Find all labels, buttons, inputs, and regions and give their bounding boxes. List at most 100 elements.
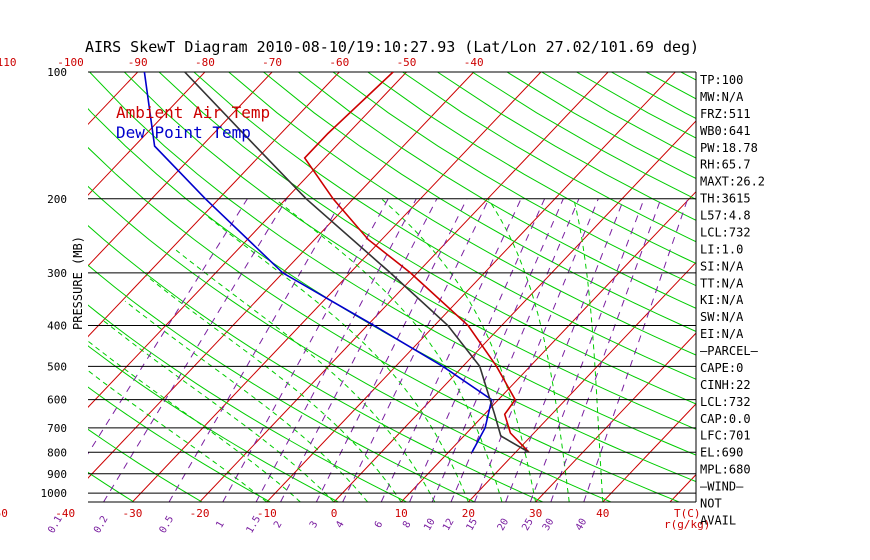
isobar-lines <box>88 71 697 503</box>
dry-adiabat-line <box>88 386 271 502</box>
bottom-temp-tick-label: 0 <box>331 507 338 520</box>
pressure-tick-label: 100 <box>47 66 67 79</box>
moist-adiabat-line <box>274 198 503 502</box>
moist-adiabat-line <box>206 215 469 502</box>
dry-adiabat-line <box>263 72 696 333</box>
dry-adiabat-line <box>88 428 203 502</box>
mixing-ratio-line <box>280 198 438 502</box>
isotherm-line <box>0 72 71 502</box>
bottom-temp-tick-labels: -50 -40 -30 -20 -10 0 10 20 30 40 <box>0 507 609 520</box>
bottom-temp-tick-label: -40 <box>55 507 75 520</box>
mixing-ratio-tick-label: 1 <box>214 519 227 530</box>
dry-adiabat-line <box>123 72 696 430</box>
isotherm-line <box>737 72 870 502</box>
dry-adiabat-line <box>88 304 407 502</box>
isotherm-line <box>199 72 609 502</box>
pressure-tick-label: 800 <box>47 446 67 459</box>
moist-adiabat-line <box>124 300 368 502</box>
series-dew-point-temp-line <box>143 72 493 453</box>
moist-adiabat-line <box>487 198 570 502</box>
mixing-ratio-tick-label: 8 <box>401 519 414 530</box>
dry-adiabat-line <box>88 264 475 502</box>
index-list: TP:100 MW:N/A FRZ:511 WB0:641 PW:18.78 RH:65.… <box>700 73 765 527</box>
mixing-ratio-tick-label: 30 <box>541 517 557 533</box>
bottom-temp-tick-label: 30 <box>529 507 542 520</box>
mixing-ratio-tick-label: 20 <box>496 517 512 533</box>
y-axis-label: PRESSURE (MB) <box>71 236 85 330</box>
dry-adiabat-line <box>89 72 696 456</box>
pressure-tick-label: 900 <box>47 468 67 481</box>
dry-adiabat-line <box>193 72 696 380</box>
top-temp-tick-label: -40 <box>464 56 484 69</box>
dry-adiabat-line <box>785 72 870 502</box>
bottom-temp-tick-label: 40 <box>596 507 609 520</box>
isotherm-line <box>88 72 206 196</box>
pressure-tick-label: 200 <box>47 193 67 206</box>
dry-adiabat-line <box>88 345 339 502</box>
index-list-item: SW:N/A <box>700 310 744 324</box>
mixing-ratio-tick-labels: 0.1 0.2 0.5 1 1.5 2 3 4 6 8 10 12 15 20 25 30 40 <box>46 514 589 535</box>
top-temp-tick-labels: -120-110-100-90-80-70-60-50-40 <box>0 56 484 69</box>
isotherm-line <box>535 332 696 502</box>
mixing-ratio-tick-label: 3 <box>308 519 321 530</box>
bottom-temp-tick-label: -50 <box>0 507 8 520</box>
mixing-ratio-tick-label: 6 <box>373 519 386 530</box>
mixing-ratio-line <box>342 198 490 502</box>
grid-lines <box>0 72 870 502</box>
mixing-ratio-tick-label: 12 <box>441 517 457 533</box>
pressure-tick-label: 300 <box>47 267 67 280</box>
isotherm-line <box>88 72 475 479</box>
mixing-ratio-line <box>380 198 522 502</box>
dry-adiabat-line <box>88 185 612 502</box>
mixing-ratio-line <box>505 198 625 502</box>
index-list-item: CAP:0.0 <box>700 412 751 426</box>
index-list-item: TT:N/A <box>700 276 744 290</box>
index-list-item: LCL:732 <box>700 395 751 409</box>
isotherm-line <box>266 72 676 502</box>
index-list-item: LI:1.0 <box>700 242 743 256</box>
dry-adiabat-line <box>506 72 696 180</box>
mixing-ratio-unit-label: r(g/kg) <box>664 518 710 531</box>
isotherm-line <box>0 72 3 502</box>
dry-adiabat-line <box>228 72 696 356</box>
moist-adiabat-line <box>381 198 537 502</box>
dry-adiabat-line <box>367 72 696 264</box>
dry-adiabat-line <box>0 72 66 502</box>
isotherm-line <box>333 120 696 502</box>
bottom-temp-tick-label: -20 <box>190 507 210 520</box>
pressure-tick-labels: 100 200 300 400 500 600 700 800 900 1000 <box>41 66 68 500</box>
mixing-ratio-tick-label: 4 <box>334 519 347 530</box>
mixing-ratio-tick-label: 40 <box>574 517 590 533</box>
moist-adiabat-line <box>175 249 436 502</box>
mixing-ratio-line <box>550 198 662 502</box>
moist-adiabat-line <box>88 340 301 502</box>
dry-adiabat-line <box>88 224 544 502</box>
pressure-tick-label: 500 <box>47 360 67 373</box>
index-list-item: —WIND— <box>700 480 744 494</box>
index-list-item: PW:18.78 <box>700 141 758 155</box>
top-temp-tick-label: -50 <box>397 56 417 69</box>
index-list-item: L57:4.8 <box>700 209 751 223</box>
pressure-tick-label: 1000 <box>41 487 68 500</box>
mixing-ratio-tick-label: 0.2 <box>92 514 111 535</box>
index-list-item: LFC:701 <box>700 429 751 443</box>
legend-ambient-air-temp: Ambient Air Temp <box>116 103 270 122</box>
top-temp-tick-label: -100 <box>57 56 84 69</box>
index-list-item: LCL:732 <box>700 225 751 239</box>
index-list-item: AVAIL <box>700 513 736 527</box>
index-list-item: WB0:641 <box>700 124 751 138</box>
top-temp-tick-label: -110 <box>0 56 17 69</box>
index-list-item: EI:N/A <box>700 327 744 341</box>
mixing-ratio-tick-label: 2 <box>272 519 285 530</box>
isotherm-line <box>400 190 696 502</box>
mixing-ratio-tick-label: 0.5 <box>158 514 177 535</box>
dry-adiabat-line <box>645 72 696 100</box>
mixing-ratio-line <box>529 198 645 502</box>
index-list-item: FRZ:511 <box>700 107 751 121</box>
index-list-item: MAXT:26.2 <box>700 175 765 189</box>
index-list-item: MW:N/A <box>700 90 744 104</box>
series-parcel-line <box>184 72 530 453</box>
pressure-tick-label: 700 <box>47 422 67 435</box>
mixing-ratio-line <box>583 198 689 502</box>
chart-title: AIRS SkewT Diagram 2010-08-10/19:10:27.9… <box>85 38 699 56</box>
